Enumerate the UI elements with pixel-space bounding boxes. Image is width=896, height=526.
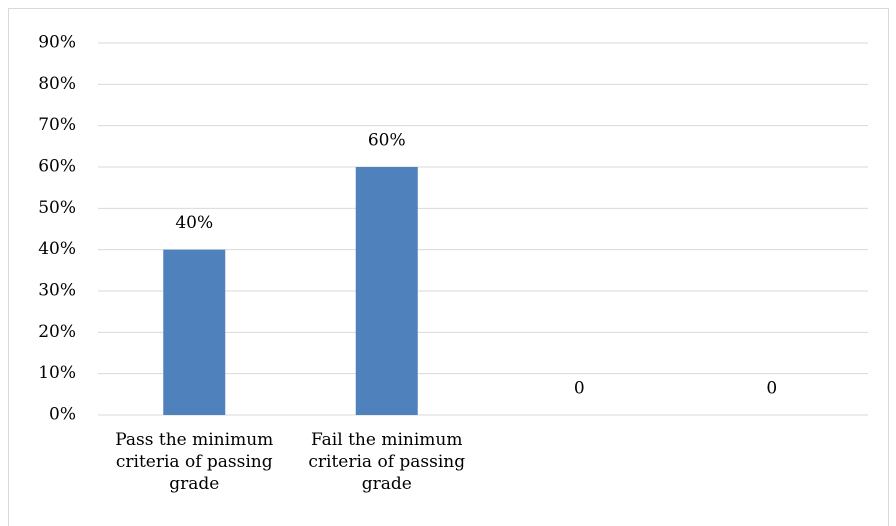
y-tick-label: 40% [38,239,76,259]
y-tick-label: 90% [38,33,76,53]
y-tick-label: 80% [38,74,76,94]
bar [355,167,418,415]
y-tick-label: 10% [38,363,76,383]
data-label: 0 [766,379,777,399]
y-tick-label: 0% [49,405,76,425]
y-tick-label: 70% [38,115,76,135]
y-tick-label: 30% [38,281,76,301]
x-tick-label: Fail the minimum criteria of passing gra… [308,430,466,494]
chart-border [8,8,889,526]
bar [163,249,226,415]
data-label: 60% [368,131,406,151]
y-tick-label: 20% [38,322,76,342]
y-tick-label: 60% [38,157,76,177]
data-label: 0 [574,379,585,399]
y-tick-label: 50% [38,198,76,218]
data-label: 40% [175,213,213,233]
x-tick-label: Pass the minimum criteria of passing gra… [115,430,274,494]
